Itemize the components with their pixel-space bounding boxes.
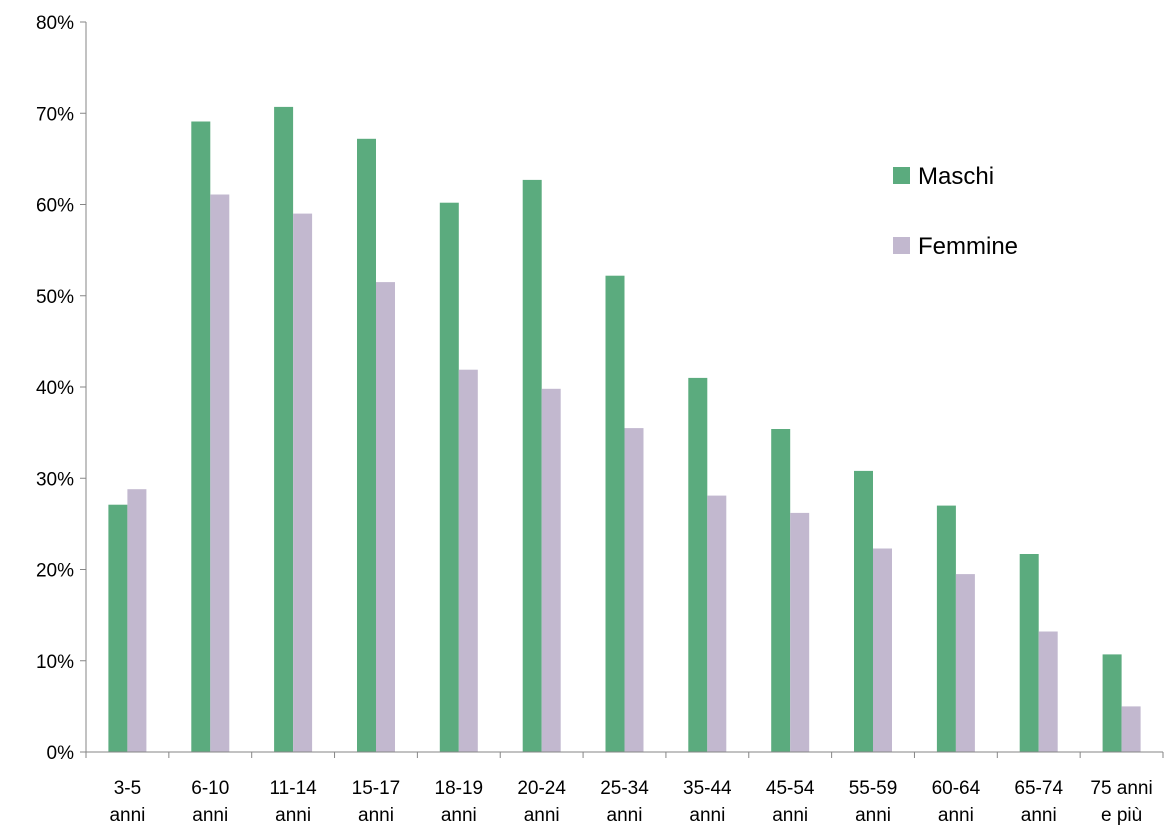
axes-group: 0% 10% 20% 30% 40% 50% 60% 70% 80% 3-5 anni 6-10 ann… xyxy=(36,13,1164,826)
y-tick-label: 30% xyxy=(36,469,74,490)
bar-femmine-9 xyxy=(790,512,810,752)
y-tick-label: 70% xyxy=(36,104,74,125)
x-tick-label: 55-59 xyxy=(849,778,898,799)
y-tick-label: 10% xyxy=(36,652,74,673)
bar-femmine-6 xyxy=(541,388,561,752)
bar-maschi-5 xyxy=(439,202,459,752)
bar-femmine-13 xyxy=(1121,706,1141,752)
x-tick-label: 45-54 xyxy=(766,778,815,799)
y-tick-label: 50% xyxy=(36,287,74,308)
x-tick-label: 35-44 xyxy=(683,778,732,799)
x-tick-label: anni xyxy=(1021,805,1057,826)
bar-maschi-2 xyxy=(191,121,211,752)
x-tick-label: 25-34 xyxy=(600,778,649,799)
x-tick-label: 18-19 xyxy=(435,778,484,799)
bar-femmine-5 xyxy=(458,369,478,752)
x-tick-label: 6-10 xyxy=(191,778,229,799)
x-tick-label: e più xyxy=(1101,805,1142,826)
y-tick-label: 60% xyxy=(36,196,74,217)
y-tick-label: 40% xyxy=(36,378,74,399)
bar-femmine-8 xyxy=(707,495,727,752)
y-tick-label: 0% xyxy=(47,743,75,764)
legend-label-femmine: Femmine xyxy=(918,233,1018,260)
x-tick-label: 60-64 xyxy=(932,778,981,799)
legend: Maschi Femmine xyxy=(893,163,1018,260)
bar-maschi-1 xyxy=(108,504,128,752)
bar-femmine-1 xyxy=(127,489,147,752)
legend-swatch-femmine xyxy=(893,237,910,254)
bar-femmine-7 xyxy=(624,428,644,752)
legend-label-maschi: Maschi xyxy=(918,163,994,190)
bar-maschi-11 xyxy=(936,505,956,752)
x-tick-label: anni xyxy=(689,805,725,826)
x-tick-label: anni xyxy=(192,805,228,826)
bar-maschi-4 xyxy=(357,138,376,753)
bar-maschi-10 xyxy=(854,470,873,752)
x-tick-label: 15-17 xyxy=(352,778,401,799)
bar-maschi-3 xyxy=(274,106,294,752)
x-tick-label: anni xyxy=(607,805,643,826)
legend-swatch-maschi xyxy=(893,167,910,184)
x-tick-label: 65-74 xyxy=(1014,778,1063,799)
x-tick-label: anni xyxy=(358,805,394,826)
bar-maschi-7 xyxy=(605,275,625,752)
bar-maschi-13 xyxy=(1102,654,1122,752)
bar-maschi-6 xyxy=(522,179,542,752)
bar-femmine-2 xyxy=(210,194,230,752)
bar-femmine-10 xyxy=(873,548,892,752)
bar-maschi-8 xyxy=(688,377,708,752)
y-tick-label: 20% xyxy=(36,561,74,582)
x-tick-label: 20-24 xyxy=(517,778,566,799)
bar-femmine-11 xyxy=(955,574,975,752)
x-tick-label: anni xyxy=(524,805,560,826)
bar-femmine-12 xyxy=(1038,631,1058,752)
x-tick-label: anni xyxy=(772,805,808,826)
x-tick-label: 11-14 xyxy=(270,778,318,799)
x-tick-label: 75 anni xyxy=(1090,778,1152,799)
x-tick-label: 3-5 xyxy=(114,778,141,799)
bar-maschi-12 xyxy=(1019,554,1039,752)
bar-femmine-3 xyxy=(293,213,313,753)
x-tick-label: anni xyxy=(441,805,477,826)
bars-group xyxy=(108,106,1141,753)
x-tick-label: anni xyxy=(275,805,311,826)
y-tick-label: 80% xyxy=(36,13,74,34)
bar-maschi-9 xyxy=(771,429,791,752)
x-tick-label: anni xyxy=(109,805,145,826)
x-tick-label: anni xyxy=(938,805,974,826)
bar-femmine-4 xyxy=(376,282,395,752)
x-tick-label: anni xyxy=(855,805,891,826)
